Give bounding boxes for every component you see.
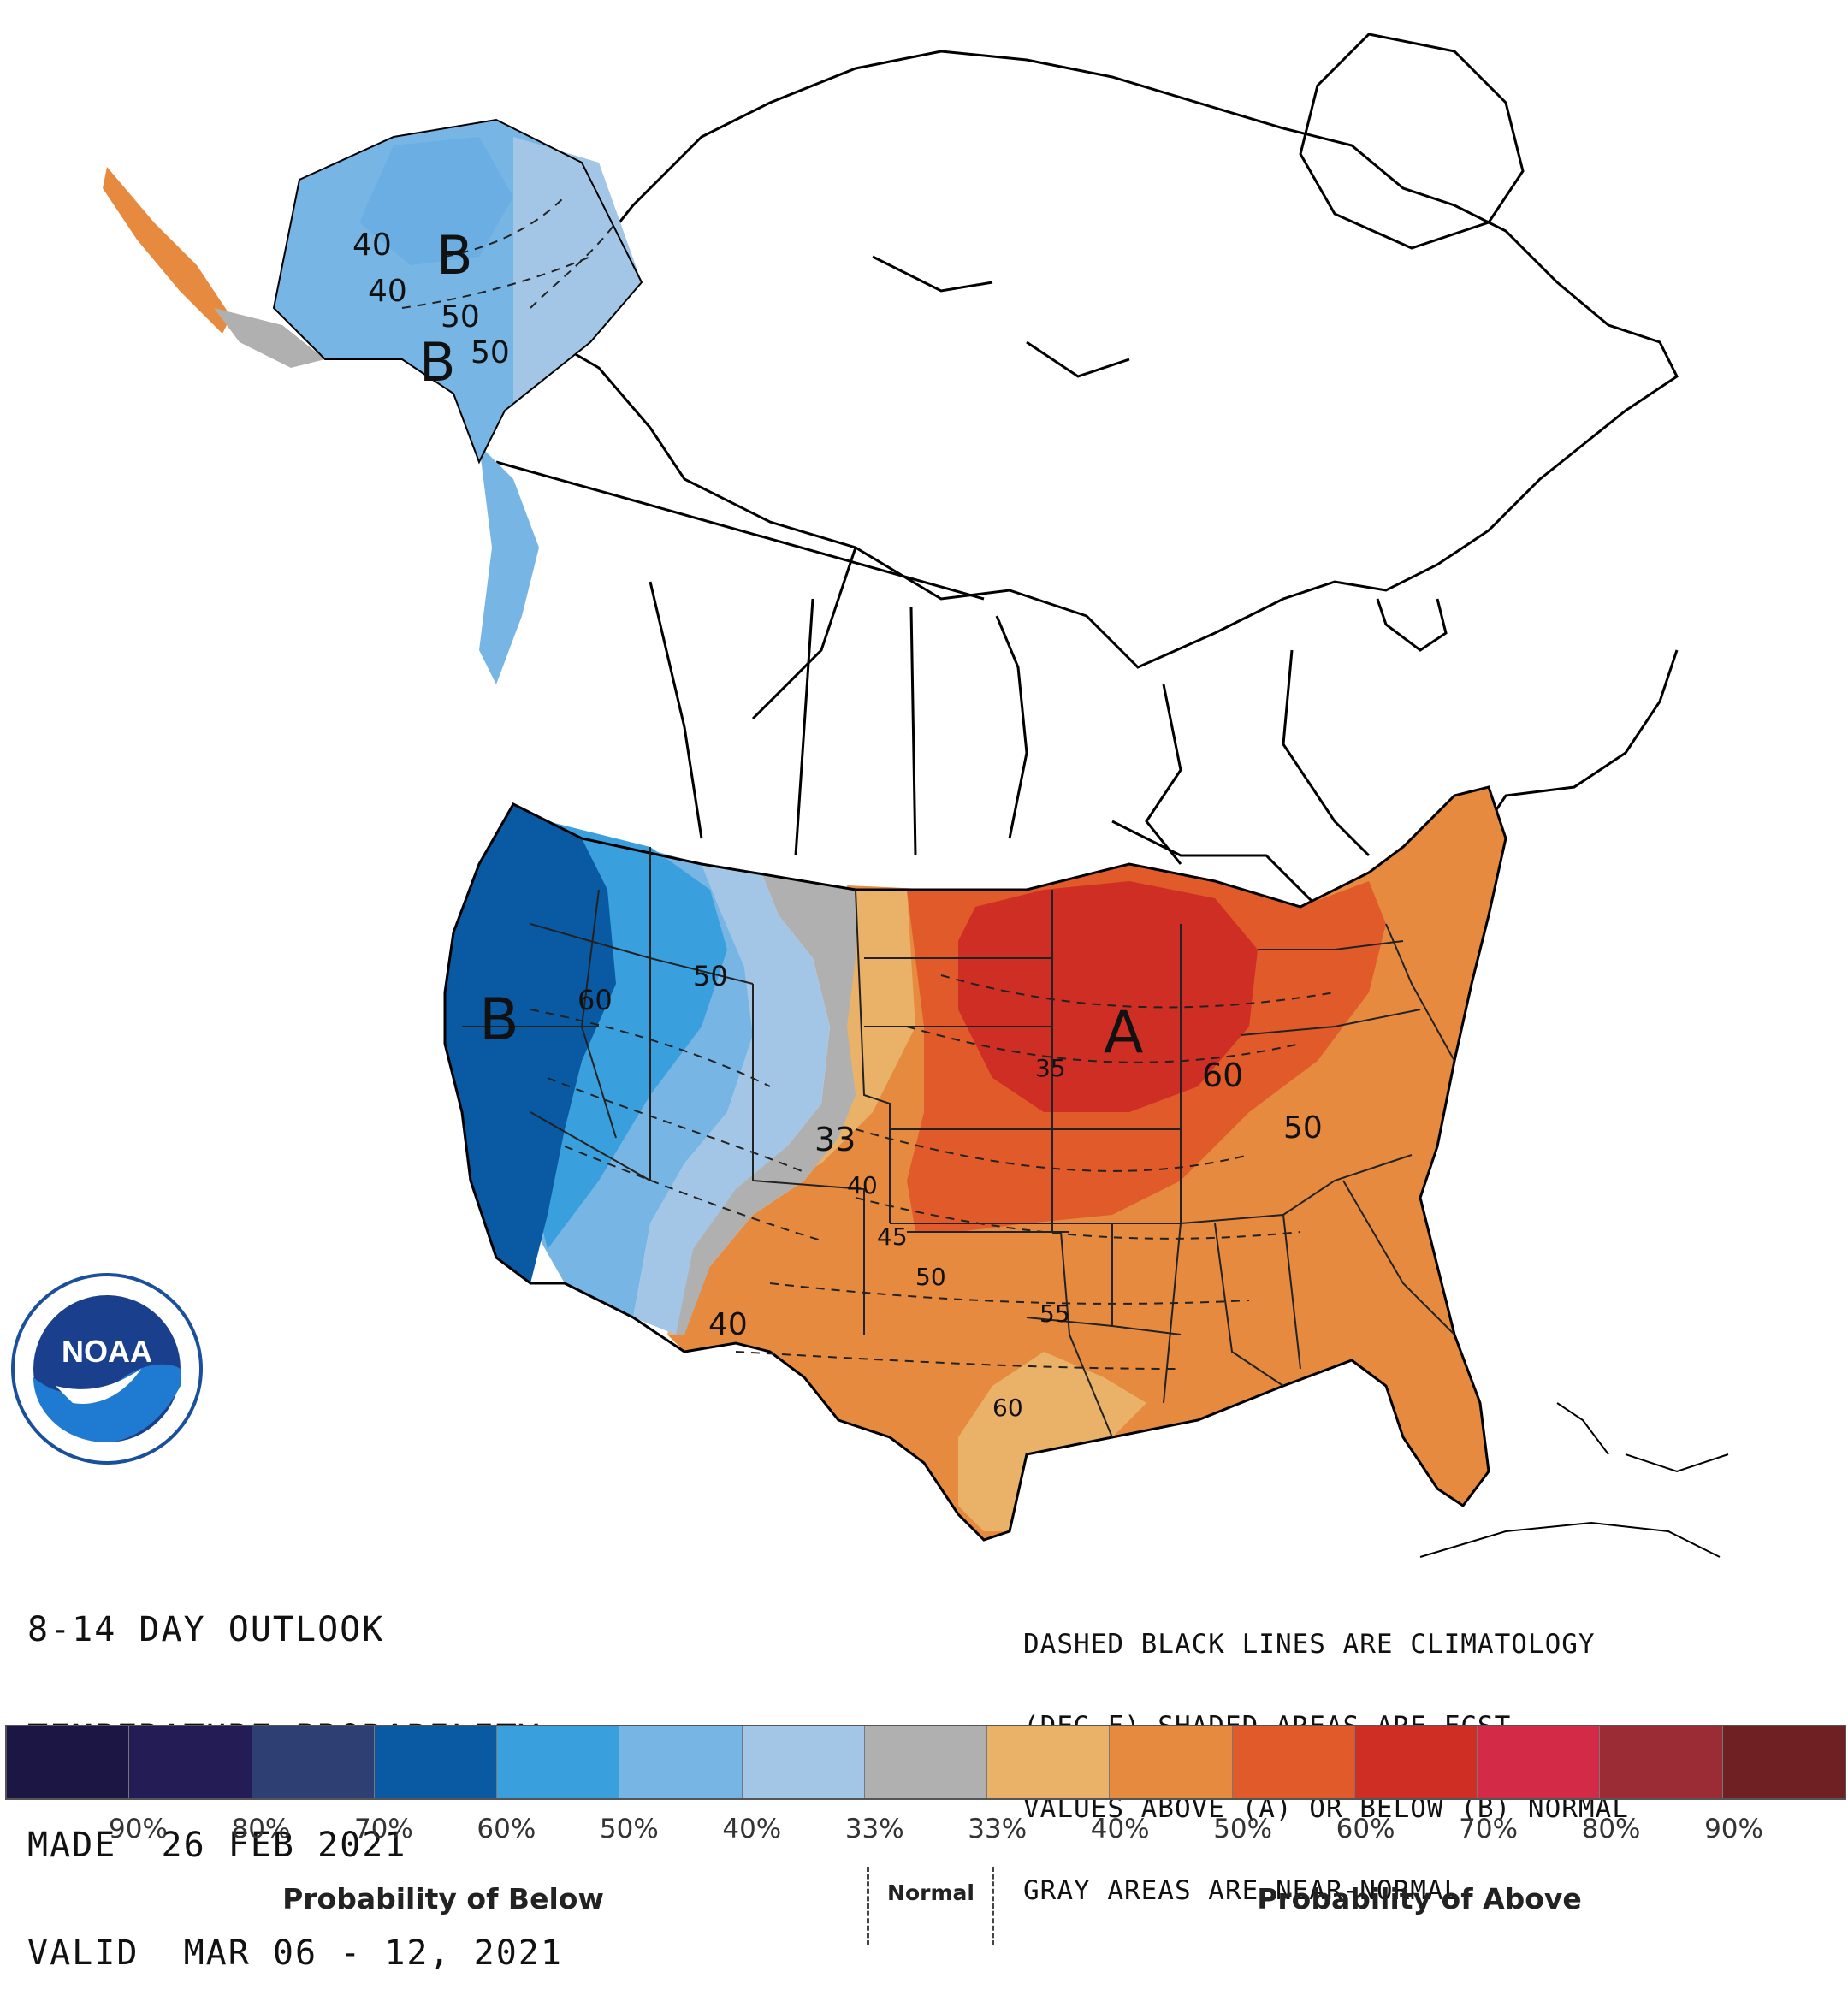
- legend-swatch: [1354, 1726, 1478, 1798]
- legend-tick-label: 70%: [353, 1814, 413, 1844]
- noaa-logo-text: NOAA: [62, 1334, 152, 1369]
- legend-swatch: [619, 1726, 743, 1798]
- legend-tick-label: 60%: [477, 1814, 536, 1844]
- outlook-map: B B B A 40 40 50 50 60 50 33 40 45 50 55…: [11, 33, 1729, 1558]
- legend-tick-label: 60%: [1336, 1814, 1395, 1844]
- legend-swatch: [1478, 1726, 1601, 1798]
- conus-shading: [443, 785, 1507, 1542]
- legend-tick-label: 90%: [1704, 1814, 1763, 1844]
- alaska-shading: [103, 118, 643, 684]
- contour-label: 33: [814, 1121, 856, 1158]
- legend-tick-label: 40%: [1090, 1814, 1150, 1844]
- legend-swatch: [374, 1726, 498, 1798]
- contour-label: 50: [915, 1263, 946, 1291]
- legend-swatch: [1722, 1726, 1845, 1798]
- climatology-contours: [401, 196, 1336, 1370]
- legend-swatch: [7, 1726, 130, 1798]
- legend-tick-label: 90%: [109, 1814, 168, 1844]
- contour-label: 60: [992, 1394, 1023, 1422]
- legend-tick-label: 70%: [1459, 1814, 1519, 1844]
- canada-outline: [493, 33, 1679, 909]
- contour-labels: 40 40 50 50 60 50 33 40 45 50 55 60 35 6…: [352, 228, 1323, 1422]
- normal-separator-left: [867, 1867, 869, 1945]
- contour-label: 60: [1202, 1057, 1243, 1094]
- legend-swatch: [1600, 1726, 1723, 1798]
- above-label: Probability of Above: [1257, 1882, 1582, 1915]
- note-line: DASHED BLACK LINES ARE CLIMATOLOGY: [1023, 1629, 1596, 1660]
- legend-swatch: [252, 1726, 375, 1798]
- legend-swatch: [1232, 1726, 1355, 1798]
- title-line: VALID MAR 06 - 12, 2021: [27, 1933, 563, 1973]
- below-label: Probability of Below: [282, 1882, 604, 1915]
- contour-label: 45: [877, 1223, 908, 1251]
- title-line: 8-14 DAY OUTLOOK: [27, 1610, 385, 1649]
- below-letter-west: B: [479, 986, 519, 1054]
- normal-label: Normal: [887, 1880, 974, 1905]
- contour-label: 55: [1040, 1300, 1070, 1328]
- legend-swatch: [1110, 1726, 1233, 1798]
- contour-label: 40: [708, 1307, 748, 1342]
- legend-swatch: [497, 1726, 620, 1798]
- contour-label: 35: [1035, 1054, 1066, 1082]
- contour-label: 50: [471, 335, 510, 370]
- legend-swatch: [987, 1726, 1111, 1798]
- above-letter-midwest: A: [1104, 999, 1144, 1067]
- legend-swatch: [742, 1726, 865, 1798]
- legend-tick-label: 33%: [968, 1814, 1028, 1844]
- caribbean-outline: [1419, 1402, 1729, 1558]
- legend-tick-label: 40%: [722, 1814, 782, 1844]
- below-letter-alaska-2: B: [419, 331, 456, 394]
- legend-tick-label: 50%: [1213, 1814, 1273, 1844]
- below-letter-alaska-1: B: [436, 224, 473, 287]
- contour-label: 40: [368, 274, 407, 309]
- noaa-logo: NOAA: [11, 1273, 203, 1465]
- contour-label: 50: [1283, 1110, 1323, 1146]
- normal-separator-right: [992, 1867, 994, 1945]
- legend-tick-label: 80%: [1581, 1814, 1641, 1844]
- legend-tick-label: 33%: [844, 1814, 904, 1844]
- legend-color-bar: [5, 1725, 1846, 1800]
- legend-tick-label: 50%: [599, 1814, 659, 1844]
- contour-label: 60: [578, 984, 613, 1016]
- contour-label: 50: [441, 299, 480, 334]
- title-line: MADE 26 FEB 2021: [27, 1826, 407, 1865]
- legend-tick-label: 80%: [231, 1814, 291, 1844]
- contour-label: 50: [693, 960, 728, 992]
- legend-swatch: [864, 1726, 988, 1798]
- state-boundaries: [462, 847, 1455, 1438]
- contour-label: 40: [352, 228, 392, 263]
- legend-swatch: [129, 1726, 252, 1798]
- map-letters: B B B A: [419, 224, 1144, 1067]
- note-line: GRAY AREAS ARE NEAR-NORMAL: [1023, 1875, 1461, 1906]
- contour-label: 40: [847, 1171, 878, 1199]
